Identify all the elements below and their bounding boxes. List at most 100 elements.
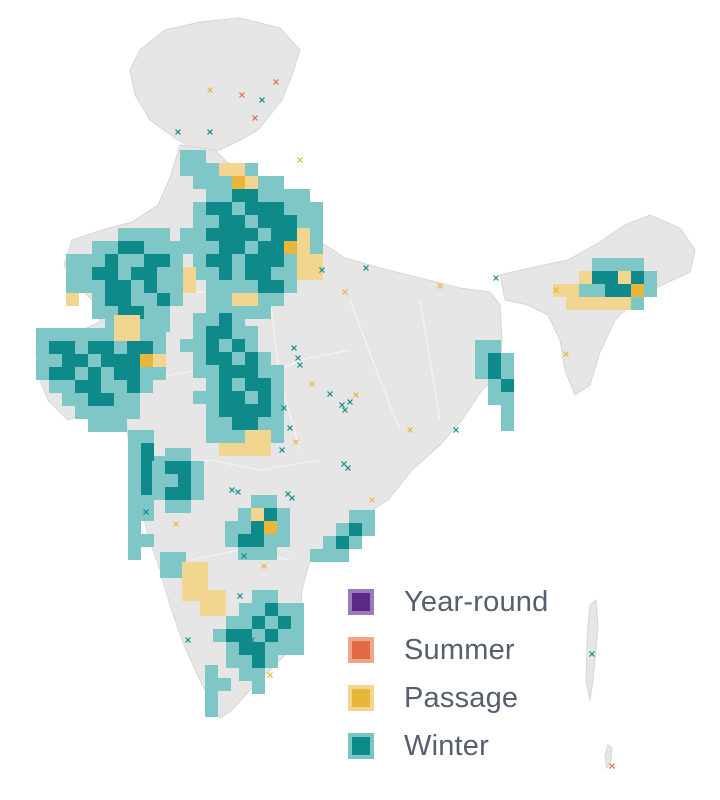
grid-cell [141,495,154,508]
legend-item-passage: Passage [348,674,588,722]
grid-cell [144,241,157,254]
grid-cell [193,254,206,267]
grid-cell [219,189,232,202]
grid-cell [488,379,501,392]
grid-cell [131,280,144,293]
grid-cell [88,380,101,393]
cluster-kerala [205,665,231,717]
record-marker [347,399,353,405]
grid-cell [232,326,245,339]
grid-cell [105,280,118,293]
grid-cell [173,552,186,565]
grid-cell [170,241,183,254]
grid-cell [219,254,232,267]
record-marker [297,362,303,368]
grid-cell [131,293,144,306]
grid-cell [141,508,154,521]
grid-cell [232,163,245,176]
grid-cell [127,393,140,406]
grid-cell [271,267,284,280]
grid-cell [579,284,592,297]
grid-cell [265,590,278,603]
grid-cell [475,366,488,379]
grid-cell [349,510,362,523]
grid-cell [271,176,284,189]
record-marker [297,157,303,163]
grid-cell [265,603,278,616]
grid-cell [258,443,271,456]
grid-cell [252,616,265,629]
record-marker [235,489,241,495]
grid-cell [239,642,252,655]
winter-swatch [348,733,374,759]
grid-cell [191,461,204,474]
grid-cell [271,228,284,241]
grid-cell [62,341,75,354]
record-marker [237,593,243,599]
grid-cell [238,521,251,534]
grid-cell [297,202,310,215]
grid-cell [141,482,154,495]
grid-cell [131,228,144,241]
grid-cell [92,267,105,280]
grid-cell [252,642,265,655]
grid-cell [284,189,297,202]
grid-cell [195,588,208,601]
grid-cell [297,215,310,228]
grid-cell [219,300,232,313]
grid-cell [232,417,245,430]
grid-cell [195,575,208,588]
grid-cell [105,241,118,254]
grid-cell [252,668,265,681]
grid-cell [66,254,79,267]
grid-cell [36,367,49,380]
record-marker [553,287,559,293]
grid-cell [75,367,88,380]
grid-cell [271,254,284,267]
record-marker [309,381,315,387]
grid-cell [182,575,195,588]
grid-cell [232,228,245,241]
grid-cell [264,508,277,521]
grid-cell [475,353,488,366]
grid-cell [245,365,258,378]
grid-cell [206,215,219,228]
record-marker [207,87,213,93]
grid-cell [193,365,206,378]
grid-cell [501,379,514,392]
grid-cell [101,380,114,393]
grid-cell [278,642,291,655]
record-marker [252,115,258,121]
grid-cell [114,367,127,380]
grid-cell [88,406,101,419]
grid-cell [101,393,114,406]
grid-cell [114,341,127,354]
grid-cell [232,365,245,378]
grid-cell [488,366,501,379]
grid-cell [114,406,127,419]
nicobar-islands [604,744,613,770]
grid-cell [170,293,183,306]
grid-cell [101,341,114,354]
grid-cell [206,176,219,189]
grid-cell [232,267,245,280]
record-marker [363,265,369,271]
grid-cell [157,228,170,241]
grid-cell [291,616,304,629]
grid-cell [618,258,631,271]
grid-cell [200,603,213,616]
grid-cell [336,536,349,549]
grid-cell [193,352,206,365]
grid-cell [193,339,206,352]
grid-cell [206,378,219,391]
grid-cell [488,392,501,405]
grid-cell [264,495,277,508]
grid-cell [140,367,153,380]
record-marker [185,637,191,643]
grid-cell [140,328,153,341]
grid-cell [206,430,219,443]
grid-cell [258,306,271,319]
grid-cell [153,367,166,380]
record-marker [609,763,615,769]
grid-cell [239,629,252,642]
